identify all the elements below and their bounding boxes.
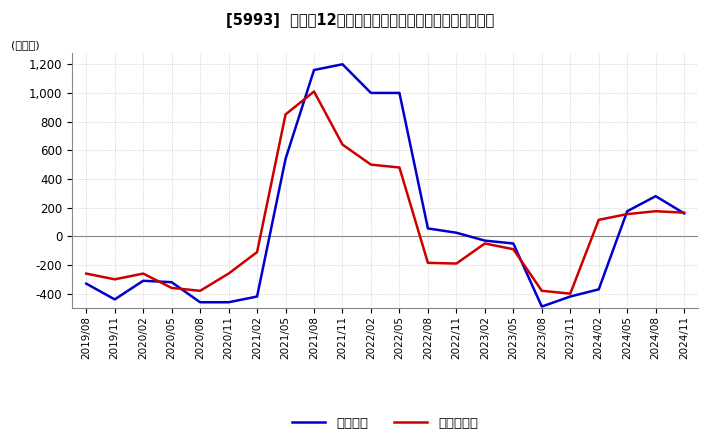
- 経常利益: [680, 211, 688, 216]
- 経常利益: [225, 300, 233, 305]
- 経常利益: [652, 194, 660, 199]
- 当期純利益: [623, 212, 631, 217]
- 経常利益: [480, 238, 489, 243]
- 当期純利益: [167, 285, 176, 290]
- 経常利益: [196, 300, 204, 305]
- 当期純利益: [652, 209, 660, 214]
- 経常利益: [338, 62, 347, 67]
- 当期純利益: [452, 261, 461, 266]
- 当期純利益: [282, 112, 290, 117]
- 当期純利益: [537, 288, 546, 293]
- 当期純利益: [110, 277, 119, 282]
- Line: 当期純利益: 当期純利益: [86, 92, 684, 293]
- 当期純利益: [196, 288, 204, 293]
- 当期純利益: [423, 260, 432, 265]
- Legend: 経常利益, 当期純利益: 経常利益, 当期純利益: [287, 411, 483, 435]
- 当期純利益: [480, 241, 489, 246]
- 当期純利益: [310, 89, 318, 94]
- 経常利益: [423, 226, 432, 231]
- 当期純利益: [509, 246, 518, 252]
- 当期純利益: [395, 165, 404, 170]
- 経常利益: [366, 90, 375, 95]
- 経常利益: [623, 209, 631, 214]
- 経常利益: [282, 156, 290, 161]
- 経常利益: [139, 278, 148, 283]
- 当期純利益: [338, 142, 347, 147]
- 当期純利益: [139, 271, 148, 276]
- 当期純利益: [253, 249, 261, 255]
- 経常利益: [395, 90, 404, 95]
- 当期純利益: [366, 162, 375, 167]
- 当期純利益: [595, 217, 603, 223]
- 経常利益: [595, 287, 603, 292]
- 経常利益: [167, 279, 176, 285]
- 当期純利益: [82, 271, 91, 276]
- Text: (百万円): (百万円): [11, 40, 40, 50]
- 経常利益: [82, 281, 91, 286]
- 経常利益: [452, 230, 461, 235]
- 経常利益: [310, 67, 318, 73]
- 経常利益: [253, 294, 261, 299]
- 当期純利益: [566, 291, 575, 296]
- 当期純利益: [680, 210, 688, 215]
- 経常利益: [537, 304, 546, 309]
- 経常利益: [566, 294, 575, 299]
- Line: 経常利益: 経常利益: [86, 64, 684, 307]
- Text: [5993]  利益だ12か月移動合計の対前年同期増減額の推移: [5993] 利益だ12か月移動合計の対前年同期増減額の推移: [226, 13, 494, 28]
- 経常利益: [509, 241, 518, 246]
- 経常利益: [110, 297, 119, 302]
- 当期純利益: [225, 271, 233, 276]
